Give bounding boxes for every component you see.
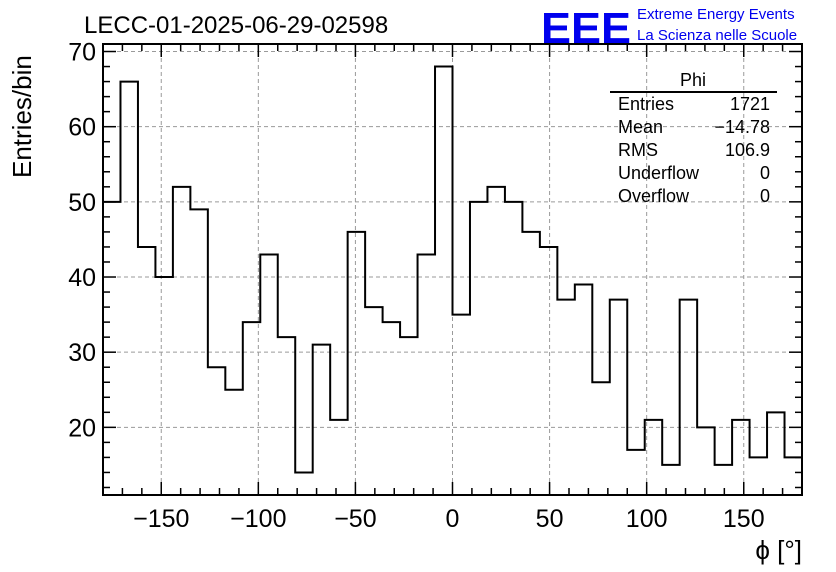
- stats-label: Mean: [618, 117, 663, 137]
- x-tick-labels: −150 −100 −50 0 50 100 150: [133, 505, 765, 533]
- chart-title: LECC-01-2025-06-29-02598: [84, 12, 388, 39]
- x-axis-title: ϕ [°]: [755, 535, 802, 565]
- x-tick-label: −150: [133, 505, 189, 533]
- y-tick-label: 20: [68, 414, 96, 442]
- stats-value: 0: [760, 163, 770, 183]
- y-tick-labels: 20 30 40 50 60 70: [68, 39, 96, 443]
- stats-value: 106.9: [725, 140, 770, 160]
- eee-logo: EEE Extreme Energy Events La Scienza nel…: [541, 4, 797, 53]
- x-tick-label: −100: [230, 505, 286, 533]
- x-tick-label: 150: [723, 505, 765, 533]
- stats-box: Phi Entries 1721 Mean −14.78 RMS 106.9 Underfl…: [610, 70, 777, 206]
- logo-line2: La Scienza nelle Scuole: [637, 27, 797, 44]
- y-axis-title: Entries/bin: [7, 55, 37, 178]
- stats-label: Underflow: [618, 163, 700, 183]
- stats-label: Overflow: [618, 186, 690, 206]
- stats-value: 0: [760, 186, 770, 206]
- x-tick-label: −50: [334, 505, 376, 533]
- stats-label: RMS: [618, 140, 658, 160]
- stats-label: Entries: [618, 94, 674, 114]
- y-tick-label: 70: [68, 39, 96, 67]
- stats-value: −14.78: [714, 117, 770, 137]
- x-tick-label: 0: [446, 505, 460, 533]
- stats-value: 1721: [730, 94, 770, 114]
- histogram-line: [103, 65, 803, 474]
- axis-ticks: [102, 44, 803, 495]
- y-tick-label: 30: [68, 339, 96, 367]
- x-tick-label: 50: [536, 505, 564, 533]
- logo-line1: Extreme Energy Events: [637, 6, 795, 23]
- logo-letters: EEE: [541, 4, 631, 53]
- x-tick-label: 100: [626, 505, 668, 533]
- stats-name: Phi: [680, 70, 706, 90]
- y-tick-label: 40: [68, 264, 96, 292]
- y-tick-label: 50: [68, 189, 96, 217]
- y-tick-label: 60: [68, 114, 96, 142]
